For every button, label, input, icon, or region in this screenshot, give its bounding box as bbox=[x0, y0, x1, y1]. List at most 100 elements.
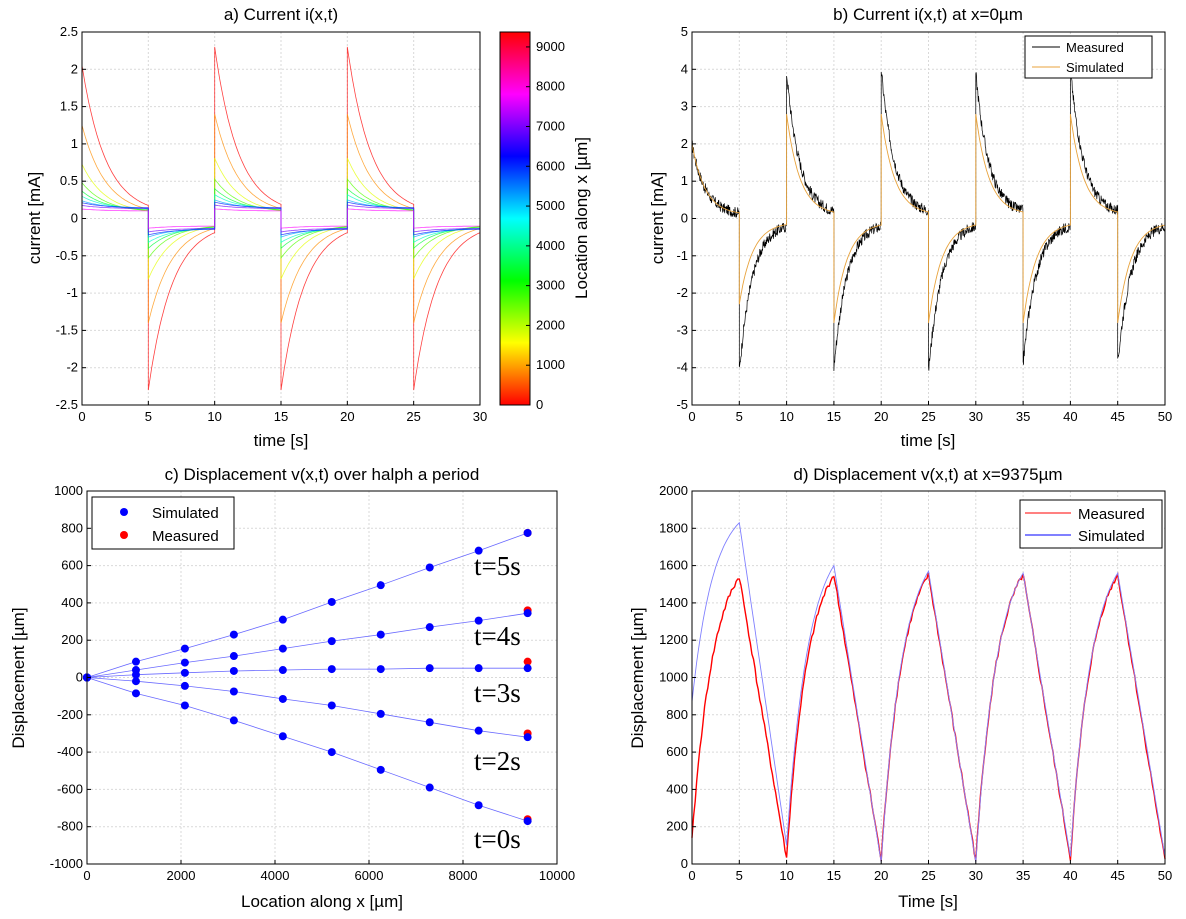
panel-c-fit-line bbox=[86, 612, 528, 678]
panel-a-ytick-label: -1 bbox=[66, 285, 78, 300]
panel-c-time-label: t=5s bbox=[474, 551, 521, 581]
panel-c-simulated-point bbox=[523, 817, 532, 826]
panel-c-simulated-point bbox=[278, 615, 287, 624]
panel-a-xtick-label: 20 bbox=[340, 409, 354, 424]
panel-b-ytick-label: -4 bbox=[676, 360, 688, 375]
panel-d-xtick-label: 25 bbox=[921, 868, 935, 883]
panel-c-simulated-point bbox=[376, 709, 385, 718]
panel-c-ytick-label: 0 bbox=[76, 670, 83, 685]
panel-b-ytick-label: -1 bbox=[676, 248, 688, 263]
panel-c-ytick-label: -200 bbox=[57, 707, 83, 722]
panel-a-xtick-label: 15 bbox=[274, 409, 288, 424]
panel-a-ytick-label: 0 bbox=[71, 211, 78, 226]
panel-c-ytick-label: -400 bbox=[57, 744, 83, 759]
panel-c-legend-simulated-marker bbox=[120, 508, 128, 516]
panel-a-title: a) Current i(x,t) bbox=[224, 5, 338, 24]
panel-c-simulated-point bbox=[327, 748, 336, 757]
panel-d-xtick-label: 10 bbox=[779, 868, 793, 883]
panel-c-xtick-label: 10000 bbox=[539, 868, 575, 883]
panel-c-simulated-point bbox=[327, 665, 336, 674]
panel-b-xtick-label: 0 bbox=[688, 409, 695, 424]
panel-c-simulated-point bbox=[425, 563, 434, 572]
panel-b-ytick-label: 3 bbox=[681, 99, 688, 114]
panel-a-ticks: 0 5 10 15 20 25 30 -2.5 -2 -1.5 -1 -0.5 0 0.5 1 1.5 2 2.5 bbox=[56, 24, 488, 424]
panel-c-simulated-point bbox=[180, 701, 189, 710]
panel-d-ytick-label: 2000 bbox=[659, 483, 688, 498]
panel-a-xtick-label: 10 bbox=[207, 409, 221, 424]
panel-c-simulated-point bbox=[376, 765, 385, 774]
panel-c-simulated-point bbox=[376, 630, 385, 639]
panel-c-ytick-label: 400 bbox=[61, 595, 83, 610]
panel-d-ytick-label: 400 bbox=[666, 781, 688, 796]
panel-c: c) Displacement v(x,t) over halph a peri… bbox=[9, 465, 575, 911]
colorbar-tick-label: 3000 bbox=[536, 278, 565, 293]
panel-a-series-line bbox=[81, 208, 480, 229]
panel-c-simulated-point bbox=[278, 666, 287, 675]
panel-a-xlabel: time [s] bbox=[254, 431, 309, 450]
panel-c-simulated-point bbox=[474, 726, 483, 735]
panel-a-xtick-label: 25 bbox=[406, 409, 420, 424]
panel-d-xlabel: Time [s] bbox=[898, 892, 958, 911]
panel-a-ytick-label: 0.5 bbox=[60, 173, 78, 188]
panel-b-xtick-label: 25 bbox=[921, 409, 935, 424]
panel-c-simulated-point bbox=[180, 668, 189, 677]
panel-d-ytick-label: 200 bbox=[666, 819, 688, 834]
panel-c-legend-measured-label: Measured bbox=[152, 528, 219, 545]
panel-b-xtick-label: 50 bbox=[1158, 409, 1172, 424]
panel-b-ytick-label: 4 bbox=[681, 61, 688, 76]
panel-c-lines bbox=[83, 528, 532, 826]
panel-c-simulated-point bbox=[278, 644, 287, 653]
panel-a-xtick-label: 30 bbox=[473, 409, 487, 424]
panel-c-simulated-point bbox=[523, 609, 532, 618]
panel-a-lines bbox=[81, 46, 481, 391]
colorbar-ticks: 0 1000 2000 3000 4000 5000 6000 7000 8000 9000 bbox=[526, 39, 565, 412]
panel-c-simulated-point bbox=[425, 623, 434, 632]
panel-b-xtick-label: 20 bbox=[874, 409, 888, 424]
colorbar-tick-label: 9000 bbox=[536, 39, 565, 54]
panel-d-legend-measured-label: Measured bbox=[1078, 506, 1145, 523]
panel-c-simulated-point bbox=[327, 597, 336, 606]
panel-c-xtick-label: 0 bbox=[83, 868, 90, 883]
panel-d-xtick-label: 50 bbox=[1158, 868, 1172, 883]
colorbar-tick-label: 1000 bbox=[536, 357, 565, 372]
panel-c-simulated-point bbox=[425, 783, 434, 792]
panel-b-ytick-label: 1 bbox=[681, 173, 688, 188]
panel-c-simulated-point bbox=[131, 670, 140, 679]
panel-c-time-label: t=4s bbox=[474, 621, 521, 651]
panel-c-ytick-label: 200 bbox=[61, 632, 83, 647]
panel-d-xtick-label: 15 bbox=[827, 868, 841, 883]
panel-c-xlabel: Location along x [µm] bbox=[241, 892, 403, 911]
panel-c-simulated-point bbox=[474, 616, 483, 625]
panel-d-ytick-label: 1400 bbox=[659, 595, 688, 610]
colorbar bbox=[499, 31, 531, 406]
panel-c-simulated-point bbox=[180, 644, 189, 653]
panel-c-simulated-point bbox=[523, 664, 532, 673]
panel-c-simulated-point bbox=[327, 637, 336, 646]
panel-b-xtick-label: 30 bbox=[969, 409, 983, 424]
panel-b-xtick-label: 10 bbox=[779, 409, 793, 424]
panel-b-ytick-label: -5 bbox=[676, 397, 688, 412]
colorbar-tick-label: 4000 bbox=[536, 238, 565, 253]
colorbar-tick-label: 0 bbox=[536, 397, 543, 412]
panel-d-xtick-label: 0 bbox=[688, 868, 695, 883]
panel-d-simulated-line bbox=[691, 521, 1166, 863]
panel-b-ytick-label: -3 bbox=[676, 322, 688, 337]
panel-b-lines bbox=[691, 68, 1166, 372]
panel-b-xtick-label: 35 bbox=[1016, 409, 1030, 424]
panel-c-ytick-label: 800 bbox=[61, 520, 83, 535]
colorbar-tick-label: 6000 bbox=[536, 158, 565, 173]
panel-c-simulated-point bbox=[474, 546, 483, 555]
panel-c-simulated-point bbox=[180, 681, 189, 690]
panel-c-fit-line bbox=[86, 677, 528, 822]
panel-c-simulated-point bbox=[229, 716, 238, 725]
panel-c-simulated-point bbox=[327, 701, 336, 710]
panel-d-ytick-label: 0 bbox=[681, 856, 688, 871]
panel-c-simulated-point bbox=[229, 687, 238, 696]
panel-a-ytick-label: -2 bbox=[66, 360, 78, 375]
panel-d-xtick-label: 30 bbox=[969, 868, 983, 883]
panel-c-legend-simulated-label: Simulated bbox=[152, 505, 219, 522]
panel-b-ytick-label: 2 bbox=[681, 136, 688, 151]
colorbar-tick-label: 8000 bbox=[536, 79, 565, 94]
panel-d-xtick-label: 45 bbox=[1110, 868, 1124, 883]
